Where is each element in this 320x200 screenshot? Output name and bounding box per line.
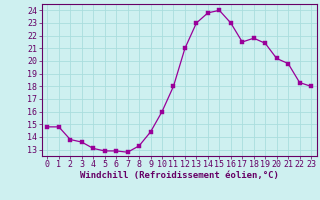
X-axis label: Windchill (Refroidissement éolien,°C): Windchill (Refroidissement éolien,°C): [80, 171, 279, 180]
